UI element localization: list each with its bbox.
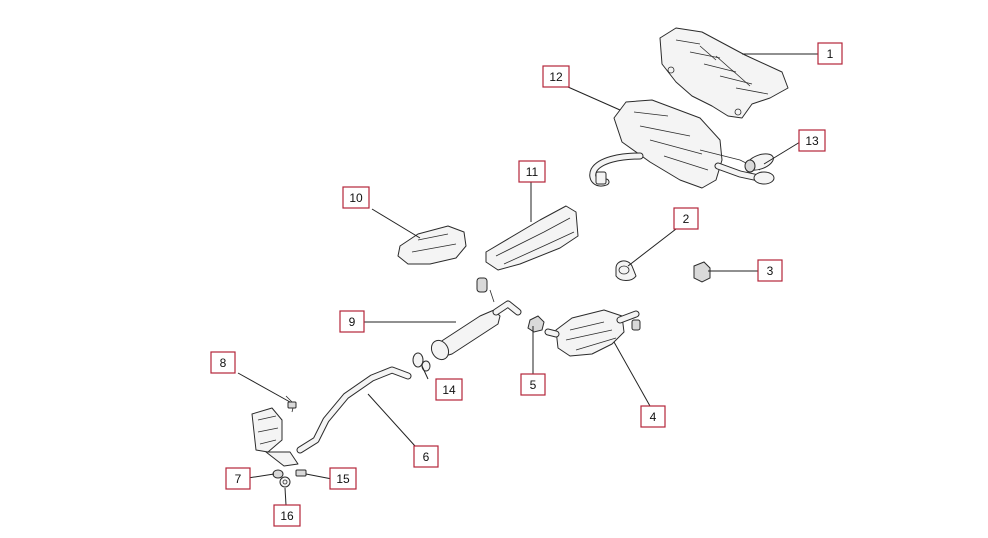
svg-text:4: 4	[650, 410, 657, 424]
svg-text:2: 2	[683, 212, 690, 226]
svg-text:16: 16	[280, 509, 294, 523]
svg-text:7: 7	[235, 472, 242, 486]
callout-4: 4	[640, 405, 666, 428]
svg-text:1: 1	[827, 47, 834, 61]
svg-text:8: 8	[220, 356, 227, 370]
callout-9: 9	[339, 310, 365, 333]
part-13-tail-pipe	[744, 153, 775, 185]
callout-10: 10	[342, 186, 370, 209]
catalytic-converter	[251, 407, 299, 467]
callout-1: 1	[817, 42, 843, 65]
svg-text:10: 10	[349, 191, 363, 205]
part-7-clip	[272, 469, 284, 479]
part-4-center-silencer	[544, 309, 641, 357]
svg-text:14: 14	[442, 383, 456, 397]
part-16-nut	[279, 476, 291, 488]
svg-text:13: 13	[805, 134, 819, 148]
part-1-heat-shield	[659, 27, 789, 119]
svg-text:12: 12	[549, 70, 563, 84]
callout-11: 11	[518, 160, 546, 183]
svg-text:6: 6	[423, 450, 430, 464]
part-15-bolt	[295, 469, 307, 477]
callout-5: 5	[520, 373, 546, 396]
callout-12: 12	[542, 65, 570, 88]
callout-3: 3	[757, 259, 783, 282]
part-9-front-silencer	[430, 277, 522, 361]
part-5-rubber-mount	[527, 315, 545, 333]
leader-lines	[237, 53, 818, 506]
callout-7: 7	[225, 467, 251, 490]
part-6-front-pipe	[296, 366, 412, 454]
svg-text:15: 15	[336, 472, 350, 486]
callout-8: 8	[210, 351, 236, 374]
part-2-clamp	[615, 260, 637, 281]
svg-text:3: 3	[767, 264, 774, 278]
callout-6: 6	[413, 445, 439, 468]
svg-text:11: 11	[526, 165, 539, 179]
part-8-sensor	[285, 395, 297, 413]
part-14-gasket	[412, 352, 431, 372]
part-11-heat-shield	[485, 205, 579, 271]
svg-text:9: 9	[349, 315, 356, 329]
callout-14: 14	[435, 378, 463, 401]
callout-15: 15	[329, 467, 357, 490]
callout-2: 2	[673, 207, 699, 230]
callout-16: 16	[273, 504, 301, 527]
part-10-heat-shield	[397, 225, 467, 265]
callout-13: 13	[798, 129, 826, 152]
part-3-rubber-mount	[693, 261, 711, 283]
svg-text:5: 5	[530, 378, 537, 392]
